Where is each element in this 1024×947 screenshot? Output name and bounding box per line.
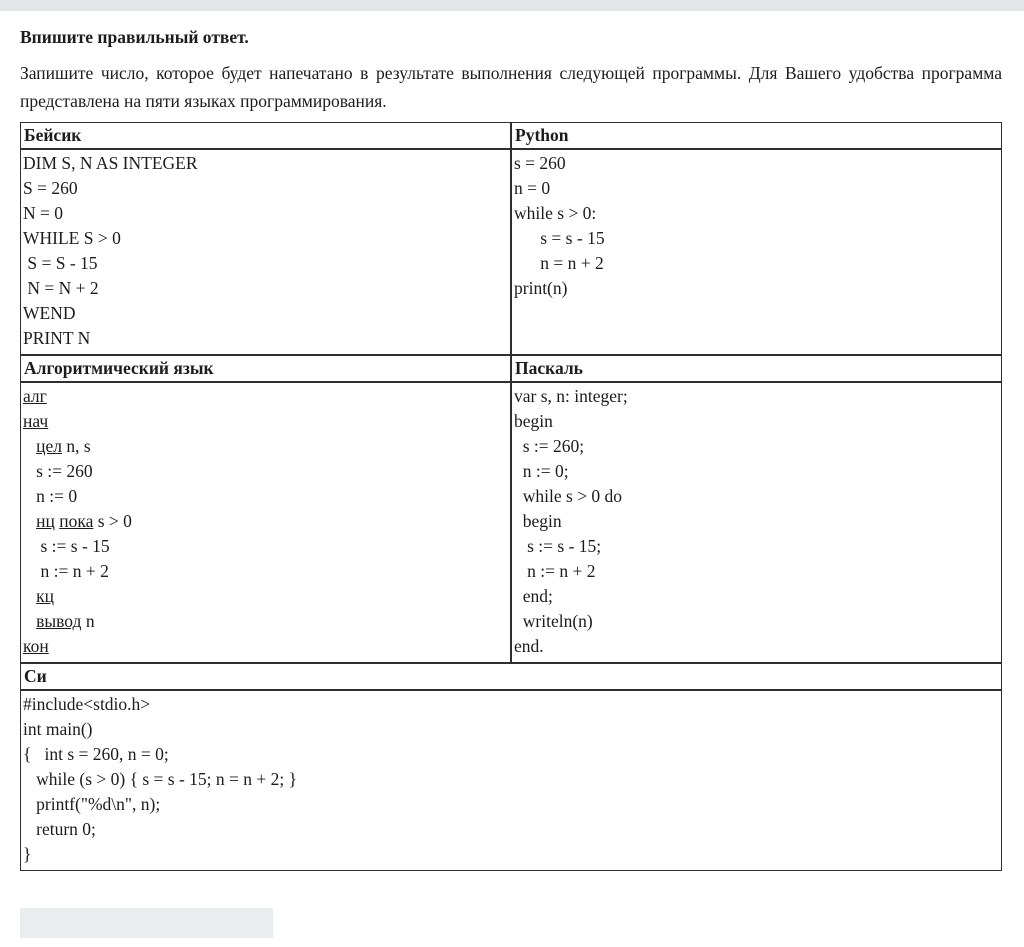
- code-line: PRINT N: [23, 328, 91, 348]
- top-bar: [0, 0, 1024, 11]
- keyword-underlined: кц: [36, 586, 54, 606]
- keyword-underlined: вывод: [36, 611, 82, 631]
- table-code-row: DIM S, N AS INTEGER S = 260 N = 0 WHILE S >…: [20, 149, 1002, 355]
- code-text: [23, 436, 36, 456]
- keyword-underlined: алг: [23, 386, 47, 406]
- code-line: n := n + 2: [514, 561, 596, 581]
- lang-header-pascal: Паскаль: [511, 355, 1002, 382]
- code-line: var s, n: integer;: [514, 386, 628, 406]
- code-text: n := 0: [23, 486, 78, 506]
- task-text: Запишите число, которое будет напечатано…: [20, 63, 1002, 111]
- code-line: n = 0: [514, 178, 551, 198]
- code-text: s := s - 15: [23, 536, 110, 556]
- code-line: return 0;: [23, 819, 96, 839]
- code-line: WHILE S > 0: [23, 228, 121, 248]
- code-python: s = 260 n = 0 while s > 0: s = s - 15 n = …: [511, 149, 1002, 355]
- code-line: print(n): [514, 278, 568, 298]
- code-line: N = N + 2: [23, 278, 99, 298]
- code-text: n: [81, 611, 95, 631]
- lang-header-python: Python: [511, 122, 1002, 149]
- program-table: Бейсик Python DIM S, N AS INTEGER S = 260…: [20, 122, 1002, 871]
- code-algorithmic: алг нач цел n, s s := 260 n := 0 нц пока …: [20, 382, 511, 663]
- code-line: int main(): [23, 719, 93, 739]
- code-line: begin: [514, 411, 553, 431]
- code-line: нц пока s > 0: [23, 509, 508, 534]
- code-line: вывод n: [23, 609, 508, 634]
- code-line: WEND: [23, 303, 76, 323]
- code-line: end;: [514, 586, 553, 606]
- code-line: s = 260: [514, 153, 566, 173]
- code-c: #include<stdio.h> int main() { int s = 260…: [20, 690, 1002, 871]
- prompt-heading: Впишите правильный ответ.: [20, 27, 249, 47]
- code-line: s = s - 15: [514, 228, 605, 248]
- code-line: s := 260: [23, 459, 508, 484]
- code-line: writeln(n): [514, 611, 593, 631]
- code-line: begin: [514, 511, 562, 531]
- keyword-underlined: пока: [59, 511, 94, 531]
- code-line: end.: [514, 636, 544, 656]
- keyword-underlined: нц: [36, 511, 55, 531]
- code-line: printf("%d\n", n);: [23, 794, 161, 814]
- table-header-row: Си: [20, 663, 1002, 690]
- lang-header-basic: Бейсик: [20, 122, 511, 149]
- code-line: s := 260;: [514, 436, 585, 456]
- code-line: while s > 0:: [514, 203, 597, 223]
- code-line: алг: [23, 384, 508, 409]
- code-line: { int s = 260, n = 0;: [23, 744, 169, 764]
- code-line: S = 260: [23, 178, 78, 198]
- code-line: цел n, s: [23, 434, 508, 459]
- code-line: n := 0;: [514, 461, 569, 481]
- code-text: n := n + 2: [23, 561, 109, 581]
- code-text: [23, 611, 36, 631]
- code-line: кц: [23, 584, 508, 609]
- keyword-underlined: кон: [23, 636, 49, 656]
- keyword-underlined: нач: [23, 411, 49, 431]
- code-line: }: [23, 844, 32, 864]
- code-text: n, s: [62, 436, 91, 456]
- table-header-row: Бейсик Python: [20, 122, 1002, 149]
- code-line: нач: [23, 409, 508, 434]
- code-line: s := s - 15;: [514, 536, 602, 556]
- lang-header-c: Си: [20, 663, 1002, 690]
- code-line: N = 0: [23, 203, 64, 223]
- code-text: [23, 511, 36, 531]
- code-pascal: var s, n: integer; begin s := 260; n := 0…: [511, 382, 1002, 663]
- table-code-row: #include<stdio.h> int main() { int s = 260…: [20, 690, 1002, 871]
- code-basic: DIM S, N AS INTEGER S = 260 N = 0 WHILE S >…: [20, 149, 511, 355]
- code-line: S = S - 15: [23, 253, 98, 273]
- code-line: DIM S, N AS INTEGER: [23, 153, 198, 173]
- answer-input[interactable]: [20, 908, 273, 938]
- code-line: кон: [23, 634, 508, 659]
- table-code-row: алг нач цел n, s s := 260 n := 0 нц пока …: [20, 382, 1002, 663]
- lang-header-algorithmic: Алгоритмический язык: [20, 355, 511, 382]
- code-line: #include<stdio.h>: [23, 694, 151, 714]
- question-area: Впишите правильный ответ. Запишите число…: [0, 11, 1024, 938]
- code-text: s > 0: [93, 511, 132, 531]
- code-line: n := 0: [23, 484, 508, 509]
- code-line: n = n + 2: [514, 253, 604, 273]
- table-header-row: Алгоритмический язык Паскаль: [20, 355, 1002, 382]
- code-text: [23, 586, 36, 606]
- code-line: while (s > 0) { s = s - 15; n = n + 2; }: [23, 769, 298, 789]
- keyword-underlined: цел: [36, 436, 62, 456]
- code-text: s := 260: [23, 461, 93, 481]
- code-line: s := s - 15: [23, 534, 508, 559]
- code-line: n := n + 2: [23, 559, 508, 584]
- code-line: while s > 0 do: [514, 486, 623, 506]
